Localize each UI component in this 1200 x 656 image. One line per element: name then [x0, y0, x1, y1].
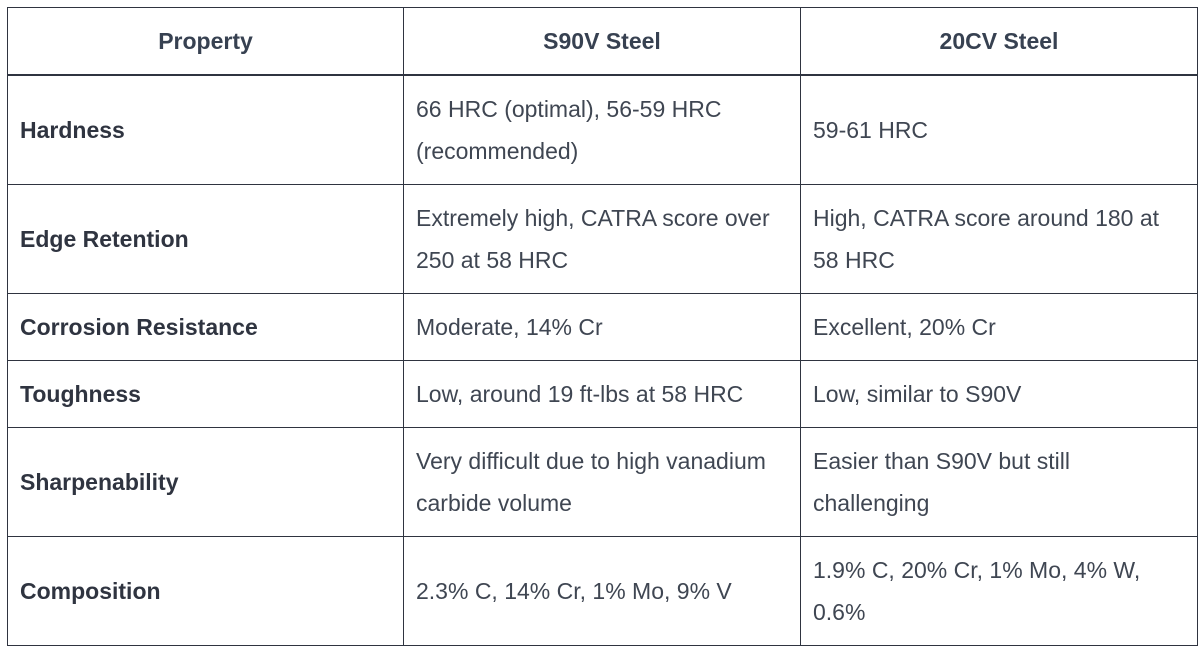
cell-20cv: Low, similar to S90V	[800, 360, 1198, 428]
cell-20cv: Easier than S90V but still challenging	[800, 427, 1198, 537]
table-body: Hardness 66 HRC (optimal), 56-59 HRC (re…	[7, 74, 1198, 646]
header-property: Property	[7, 7, 404, 76]
header-20cv: 20CV Steel	[800, 7, 1198, 76]
cell-s90v: Low, around 19 ft-lbs at 58 HRC	[403, 360, 801, 428]
cell-20cv: High, CATRA score around 180 at 58 HRC	[800, 184, 1198, 294]
table-row: Hardness 66 HRC (optimal), 56-59 HRC (re…	[7, 74, 1198, 185]
row-property: Composition	[7, 536, 404, 646]
row-property: Edge Retention	[7, 184, 404, 294]
steel-comparison-table: Property S90V Steel 20CV Steel Hardness …	[7, 7, 1198, 646]
table-header: Property S90V Steel 20CV Steel	[7, 7, 1198, 76]
cell-s90v: 66 HRC (optimal), 56-59 HRC (recommended…	[403, 74, 801, 185]
table-row: Composition 2.3% C, 14% Cr, 1% Mo, 9% V …	[7, 536, 1198, 646]
row-property: Sharpenability	[7, 427, 404, 537]
cell-20cv: 59-61 HRC	[800, 74, 1198, 185]
comparison-table-container: Property S90V Steel 20CV Steel Hardness …	[7, 7, 1198, 651]
header-row: Property S90V Steel 20CV Steel	[7, 7, 1198, 76]
table-row: Toughness Low, around 19 ft-lbs at 58 HR…	[7, 360, 1198, 428]
row-property: Corrosion Resistance	[7, 293, 404, 361]
cell-s90v: Extremely high, CATRA score over 250 at …	[403, 184, 801, 294]
cell-20cv: Excellent, 20% Cr	[800, 293, 1198, 361]
table-row: Sharpenability Very difficult due to hig…	[7, 427, 1198, 537]
cell-s90v: Moderate, 14% Cr	[403, 293, 801, 361]
cell-20cv: 1.9% C, 20% Cr, 1% Mo, 4% W, 0.6%	[800, 536, 1198, 646]
row-property: Hardness	[7, 74, 404, 185]
row-property: Toughness	[7, 360, 404, 428]
table-row: Corrosion Resistance Moderate, 14% Cr Ex…	[7, 293, 1198, 361]
table-row: Edge Retention Extremely high, CATRA sco…	[7, 184, 1198, 294]
cell-s90v: 2.3% C, 14% Cr, 1% Mo, 9% V	[403, 536, 801, 646]
header-s90v: S90V Steel	[403, 7, 801, 76]
cell-s90v: Very difficult due to high vanadium carb…	[403, 427, 801, 537]
